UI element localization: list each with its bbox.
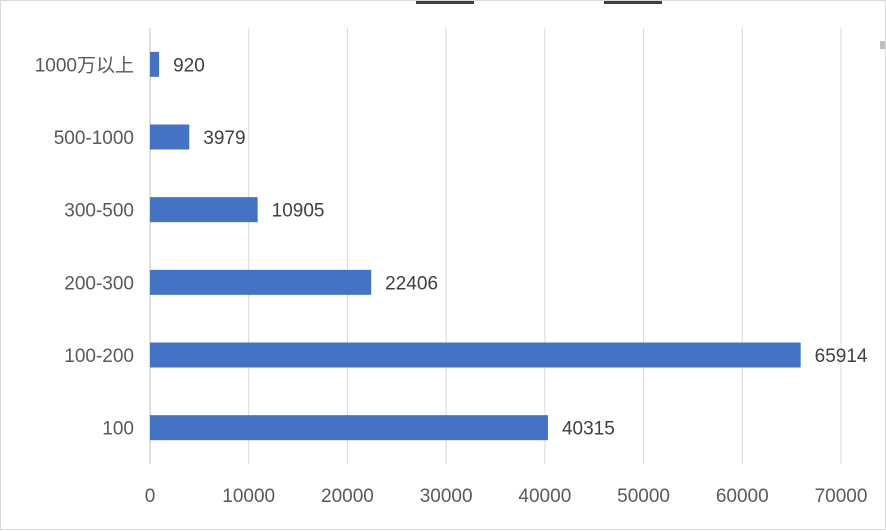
x-tick-label: 70000	[815, 486, 868, 507]
category-label: 500-1000	[54, 128, 134, 149]
x-tick-label: 0	[145, 486, 156, 507]
category-label: 300-500	[64, 201, 134, 222]
bar	[150, 342, 801, 368]
x-tick-label: 10000	[222, 486, 275, 507]
x-tick-label: 50000	[617, 486, 670, 507]
gridlines	[149, 28, 842, 464]
category-label: 200-300	[64, 273, 134, 294]
x-tick-label: 30000	[420, 486, 473, 507]
cropped-title-fragment	[416, 1, 662, 4]
data-label: 22406	[385, 273, 438, 294]
x-tick-label: 40000	[518, 486, 571, 507]
category-label: 100	[102, 419, 134, 440]
bar	[150, 124, 190, 150]
data-label: 40315	[562, 419, 615, 440]
bar	[150, 197, 258, 223]
bar	[150, 51, 160, 77]
data-label: 10905	[272, 201, 325, 222]
data-label: 65914	[815, 346, 868, 367]
bars	[150, 51, 801, 441]
x-tick-label: 20000	[321, 486, 374, 507]
bar	[150, 415, 548, 441]
category-axis-labels: 1000万以上 500-1000 300-500 200-300 100-200 100	[35, 54, 134, 439]
data-label: 3979	[203, 128, 245, 149]
value-axis-labels: 0 10000 20000 30000 40000 50000 60000 70000	[145, 486, 868, 507]
data-label: 920	[173, 55, 205, 76]
bar	[150, 269, 372, 295]
category-label: 1000万以上	[35, 54, 134, 76]
data-labels: 920 3979 10905 22406 65914 40315	[173, 55, 868, 439]
edge-marker	[880, 41, 885, 49]
category-label: 100-200	[64, 346, 134, 367]
x-tick-label: 60000	[716, 486, 769, 507]
